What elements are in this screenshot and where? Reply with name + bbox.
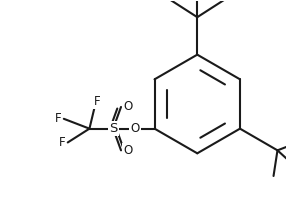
Text: O: O — [130, 122, 139, 135]
Text: O: O — [123, 144, 132, 157]
Text: F: F — [58, 136, 65, 149]
Text: S: S — [109, 122, 117, 135]
Text: F: F — [54, 112, 61, 125]
Text: F: F — [94, 95, 101, 108]
Text: O: O — [123, 101, 132, 114]
